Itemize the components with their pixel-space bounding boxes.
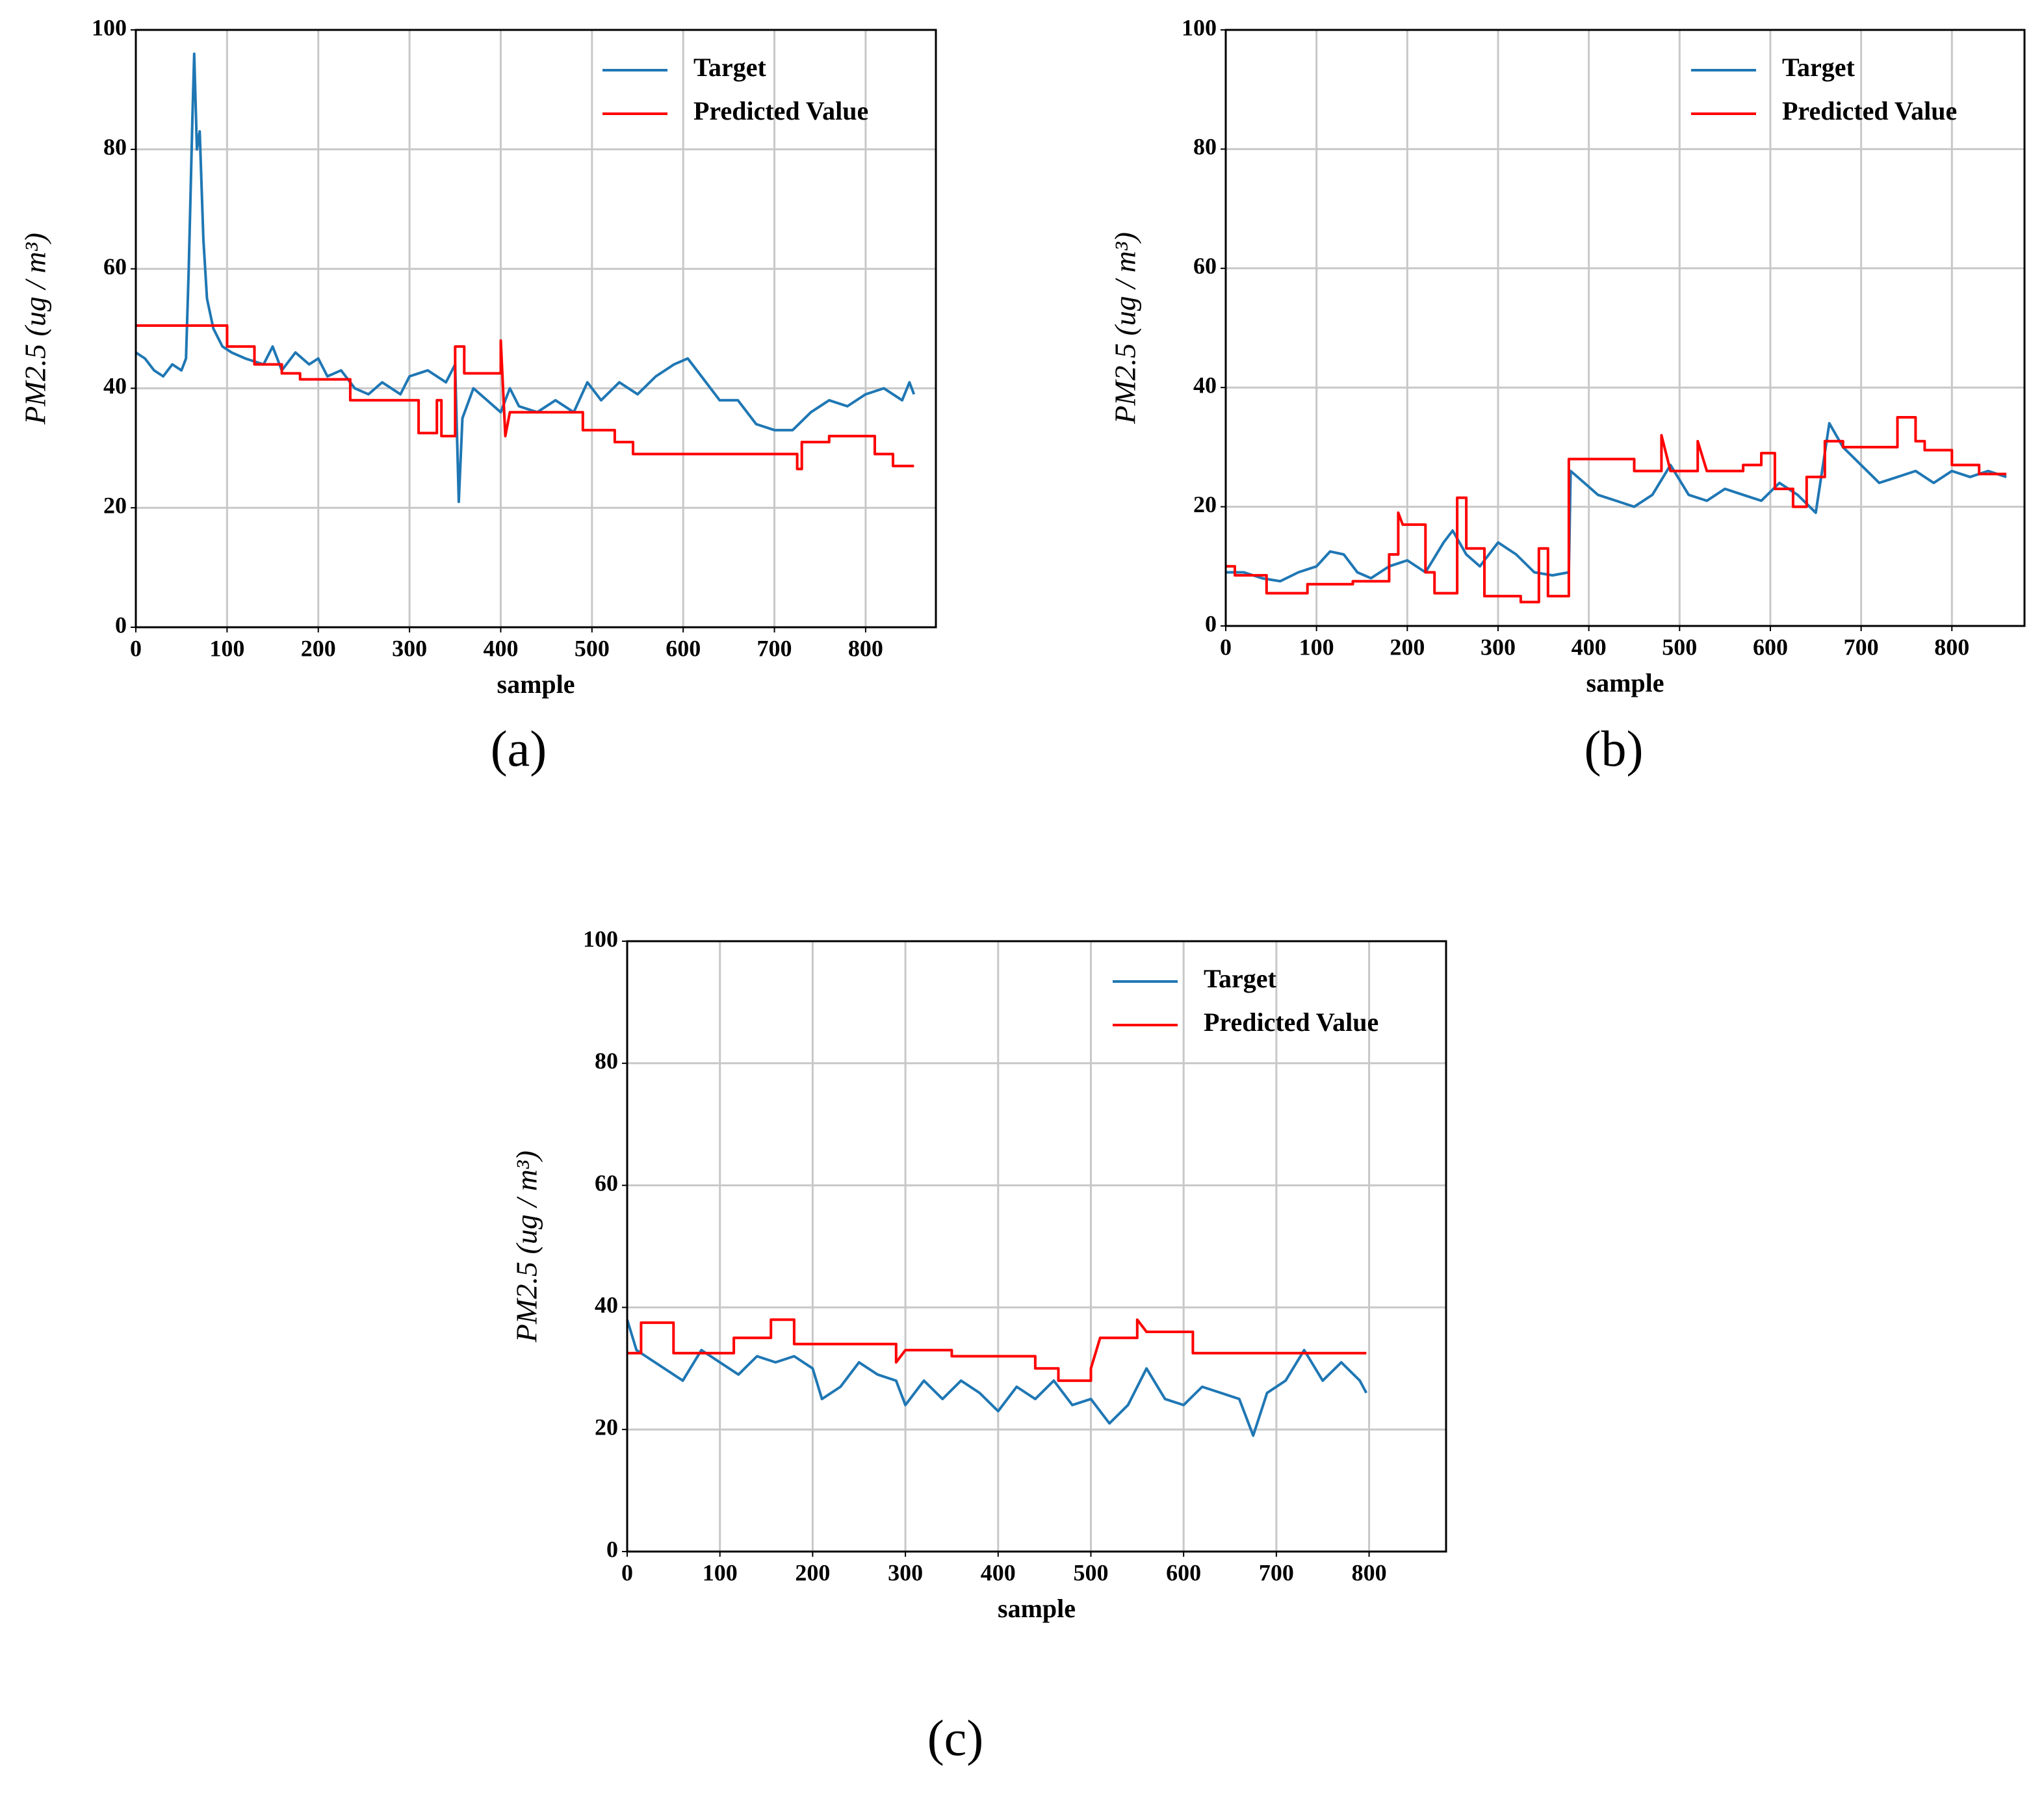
x-tick-label: 600 xyxy=(666,635,701,661)
x-tick-label: 400 xyxy=(1572,634,1607,660)
data-line xyxy=(1226,422,2007,583)
legend-label: Predicted Value xyxy=(1204,1008,1378,1037)
x-tick-label: 600 xyxy=(1753,634,1788,660)
y-tick-label: 0 xyxy=(1205,610,1217,636)
x-tick-label: 0 xyxy=(1220,634,1232,660)
x-tick-label: 700 xyxy=(1259,1559,1294,1585)
y-tick-label: 40 xyxy=(1193,372,1217,398)
y-tick-label: 40 xyxy=(595,1292,618,1318)
y-axis-label: PM2.5 (ug / m³) xyxy=(19,233,52,425)
x-tick-label: 800 xyxy=(1352,1559,1387,1585)
legend-label: Target xyxy=(1204,964,1277,993)
x-tick-label: 300 xyxy=(888,1559,923,1585)
y-tick-label: 40 xyxy=(103,373,127,399)
x-tick-label: 400 xyxy=(483,635,518,661)
x-tick-label: 500 xyxy=(575,635,610,661)
x-tick-label: 200 xyxy=(795,1559,830,1585)
y-tick-label: 100 xyxy=(1182,14,1217,40)
data-line xyxy=(136,324,914,471)
x-tick-label: 0 xyxy=(621,1559,633,1585)
chart: 0 100 200 300 400 500 600 700 800 0 20 40 60 80 100 Tar… xyxy=(19,14,937,777)
y-tick-label: 20 xyxy=(595,1414,618,1440)
x-tick-label: 500 xyxy=(1662,634,1697,660)
x-tick-label: 600 xyxy=(1166,1559,1201,1585)
data-line xyxy=(1226,416,2007,604)
chart: 0 100 200 300 400 500 600 700 800 0 20 40 60 80 100 Tar… xyxy=(510,926,1447,1766)
x-tick-label: 700 xyxy=(1844,634,1879,660)
y-tick-label: 80 xyxy=(1193,134,1217,160)
y-tick-label: 100 xyxy=(583,926,618,952)
x-tick-label: 100 xyxy=(209,635,244,661)
data-line xyxy=(135,52,916,503)
y-tick-label: 20 xyxy=(103,492,127,518)
legend-label: Predicted Value xyxy=(693,96,868,125)
y-tick-label: 60 xyxy=(103,254,127,280)
x-tick-label: 300 xyxy=(1481,634,1516,660)
caption: (c) xyxy=(927,1710,984,1766)
caption: (b) xyxy=(1585,720,1644,777)
plot-frame xyxy=(135,29,937,629)
y-tick-label: 20 xyxy=(1193,491,1217,517)
legend-label: Target xyxy=(693,53,767,82)
y-tick-label: 0 xyxy=(606,1536,618,1562)
x-tick-label: 500 xyxy=(1073,1559,1108,1585)
y-tick-label: 100 xyxy=(92,14,127,40)
x-axis-label: sample xyxy=(1586,668,1664,697)
x-tick-label: 100 xyxy=(1299,634,1334,660)
y-axis-label: PM2.5 (ug / m³) xyxy=(1109,232,1142,424)
y-tick-label: 60 xyxy=(1193,253,1217,279)
x-tick-label: 700 xyxy=(757,635,792,661)
x-tick-label: 800 xyxy=(848,635,883,661)
legend-label: Target xyxy=(1782,53,1856,82)
x-tick-label: 200 xyxy=(301,635,336,661)
x-tick-label: 800 xyxy=(1934,634,1969,660)
legend-label: Predicted Value xyxy=(1782,96,1957,125)
x-tick-label: 400 xyxy=(981,1559,1016,1585)
x-tick-label: 300 xyxy=(392,635,427,661)
plot-frame xyxy=(1224,29,2026,627)
plot-frame xyxy=(626,940,1447,1553)
data-line xyxy=(627,1318,1367,1383)
y-axis-label: PM2.5 (ug / m³) xyxy=(510,1150,543,1343)
y-tick-label: 60 xyxy=(595,1170,618,1196)
x-axis-label: sample xyxy=(497,670,575,699)
x-axis-label: sample xyxy=(998,1594,1076,1623)
caption: (a) xyxy=(491,720,547,777)
chart: 0 100 200 300 400 500 600 700 800 0 20 40 60 80 100 Tar… xyxy=(1109,14,2026,777)
data-line xyxy=(626,1319,1368,1437)
y-tick-label: 80 xyxy=(103,134,127,160)
x-tick-label: 200 xyxy=(1390,634,1425,660)
y-tick-label: 80 xyxy=(595,1048,618,1074)
x-tick-label: 100 xyxy=(703,1559,738,1585)
y-tick-label: 0 xyxy=(115,612,127,638)
x-tick-label: 0 xyxy=(130,635,142,661)
